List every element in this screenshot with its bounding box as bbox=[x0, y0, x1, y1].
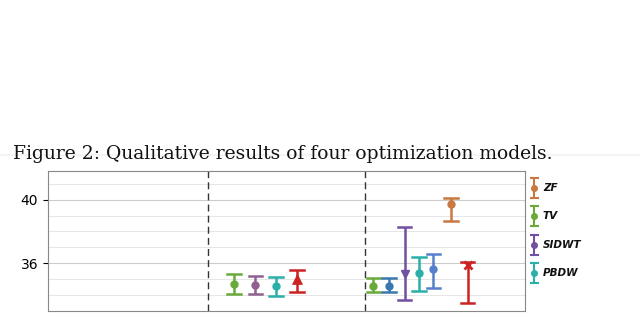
Text: TV: TV bbox=[543, 211, 558, 221]
Text: SIDWT: SIDWT bbox=[543, 240, 582, 250]
Text: Figure 2: Qualitative results of four optimization models.: Figure 2: Qualitative results of four op… bbox=[13, 145, 552, 163]
Text: PBDW: PBDW bbox=[543, 268, 579, 278]
Text: ZF: ZF bbox=[543, 183, 557, 193]
